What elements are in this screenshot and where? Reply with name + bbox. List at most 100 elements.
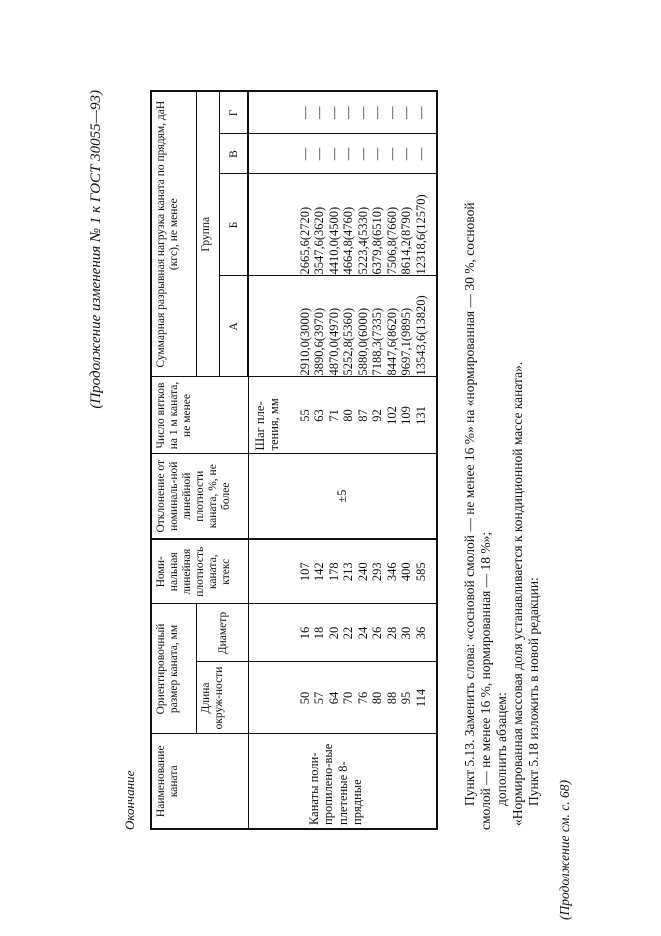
header-length: Длина окруж-ности bbox=[196, 662, 248, 734]
empty-cell bbox=[248, 538, 298, 604]
empty-cell bbox=[248, 662, 298, 734]
paragraph: Пункт 5.13. Заменить слова: «сосновой см… bbox=[462, 202, 477, 806]
load-a-cell: 7188,3(7335) bbox=[370, 275, 385, 377]
empty-cell bbox=[428, 173, 437, 276]
load-g-cell: — bbox=[384, 90, 399, 134]
empty-cell bbox=[248, 603, 298, 662]
load-a-cell: 2910,0(3000) bbox=[297, 275, 312, 377]
diameter-cell: 16 bbox=[297, 603, 312, 662]
load-v-cell: — bbox=[355, 133, 370, 174]
length-cell: 64 bbox=[326, 662, 341, 734]
length-cell: 114 bbox=[413, 662, 428, 734]
diameter-cell: 30 bbox=[399, 603, 414, 662]
length-cell: 70 bbox=[341, 662, 356, 734]
density-cell: 107 bbox=[297, 538, 312, 604]
length-cell: 80 bbox=[370, 662, 385, 734]
load-b-cell: 5223,4(5330) bbox=[355, 173, 370, 276]
load-v-cell: — bbox=[297, 133, 312, 174]
load-v-cell: — bbox=[326, 133, 341, 174]
header-load: Суммарная разрывная нагрузка каната по п… bbox=[151, 90, 196, 377]
length-cell: 76 bbox=[355, 662, 370, 734]
density-cell: 400 bbox=[399, 538, 414, 604]
header-group-g: Г bbox=[219, 90, 248, 134]
load-b-cell: 6379,8(6510) bbox=[370, 173, 385, 276]
density-cell: 240 bbox=[355, 538, 370, 604]
load-g-cell: — bbox=[399, 90, 414, 134]
header-deviation: Отклонение от номиналь-ной линейной плот… bbox=[151, 453, 248, 539]
load-b-cell: 2665,6(2720) bbox=[297, 173, 312, 276]
pitch-label: Шаг пле-тения, мм bbox=[248, 376, 298, 454]
diameter-cell: 28 bbox=[384, 603, 399, 662]
load-v-cell: — bbox=[312, 133, 327, 174]
density-cell: 142 bbox=[312, 538, 327, 604]
load-v-cell: — bbox=[413, 133, 428, 174]
load-b-cell: 4664,8(4760) bbox=[341, 173, 356, 276]
turns-cell: 80 bbox=[341, 376, 356, 454]
load-a-cell: 3890,6(3970) bbox=[312, 275, 327, 377]
load-g-cell: — bbox=[312, 90, 327, 134]
density-cell: 346 bbox=[384, 538, 399, 604]
load-v-cell: — bbox=[399, 133, 414, 174]
diameter-cell: 26 bbox=[370, 603, 385, 662]
load-b-cell: 3547,6(3620) bbox=[312, 173, 327, 276]
load-g-cell: — bbox=[370, 90, 385, 134]
header-group-v: В bbox=[219, 133, 248, 174]
header-density: Номи-нальная линейная плотность каната, … bbox=[151, 538, 248, 604]
turns-cell: 63 bbox=[312, 376, 327, 454]
header-group-b: Б bbox=[219, 173, 248, 276]
paragraph: смолой — не менее 16 %, нормированная — … bbox=[478, 531, 493, 830]
turns-cell: 109 bbox=[399, 376, 414, 454]
turns-cell: 87 bbox=[355, 376, 370, 454]
page-header: (Продолжение изменения № 1 к ГОСТ 30055—… bbox=[88, 90, 104, 409]
density-cell: 178 bbox=[326, 538, 341, 604]
empty-cell bbox=[248, 275, 298, 377]
empty-cell bbox=[248, 90, 298, 134]
load-b-cell: 4410,0(4500) bbox=[326, 173, 341, 276]
turns-cell: 92 bbox=[370, 376, 385, 454]
header-group: Группа bbox=[196, 90, 219, 377]
empty-cell bbox=[248, 173, 298, 276]
turns-cell: 55 bbox=[297, 376, 312, 454]
load-g-cell: — bbox=[341, 90, 356, 134]
empty-cell bbox=[428, 662, 437, 734]
diameter-cell: 18 bbox=[312, 603, 327, 662]
load-v-cell: — bbox=[341, 133, 356, 174]
load-a-cell: 4870,0(4970) bbox=[326, 275, 341, 377]
load-g-cell: — bbox=[355, 90, 370, 134]
page-footer: (Продолжение см. с. 68) bbox=[557, 780, 572, 920]
empty-cell bbox=[428, 90, 437, 134]
empty-cell bbox=[248, 133, 298, 174]
empty-cell bbox=[428, 538, 437, 604]
header-size: Ориентировочный размер каната, мм bbox=[151, 603, 196, 734]
load-b-cell: 8614,2(8790) bbox=[399, 173, 414, 276]
turns-cell: 102 bbox=[384, 376, 399, 454]
rope-name-cell: Канаты поли-пропилено-вые плетеные 8-пря… bbox=[248, 734, 437, 829]
diameter-cell: 20 bbox=[326, 603, 341, 662]
header-group-a: А bbox=[219, 275, 248, 377]
density-cell: 213 bbox=[341, 538, 356, 604]
turns-cell: 131 bbox=[413, 376, 428, 454]
deviation-cell: ±5 bbox=[248, 453, 437, 539]
header-diameter: Диаметр bbox=[196, 603, 248, 662]
rope-table: Наименование каната Ориентировочный разм… bbox=[150, 89, 438, 830]
length-cell: 88 bbox=[384, 662, 399, 734]
load-b-cell: 12318,6(12570) bbox=[413, 173, 428, 276]
load-b-cell: 7506,8(7660) bbox=[384, 173, 399, 276]
load-a-cell: 13543,6(13820) bbox=[413, 275, 428, 377]
load-a-cell: 5880,0(6000) bbox=[355, 275, 370, 377]
paragraph: «Нормированная массовая доля устанавлива… bbox=[510, 361, 525, 826]
paragraph: Пункт 5.18 изложить в новой редакции: bbox=[526, 577, 541, 806]
length-cell: 57 bbox=[312, 662, 327, 734]
load-v-cell: — bbox=[384, 133, 399, 174]
load-v-cell: — bbox=[370, 133, 385, 174]
diameter-cell: 24 bbox=[355, 603, 370, 662]
density-cell: 293 bbox=[370, 538, 385, 604]
density-cell: 585 bbox=[413, 538, 428, 604]
table-continuation-label: Окончание bbox=[122, 770, 137, 830]
header-name: Наименование каната bbox=[151, 734, 248, 829]
empty-cell bbox=[428, 275, 437, 377]
load-a-cell: 8447,6(8620) bbox=[384, 275, 399, 377]
empty-cell bbox=[428, 376, 437, 454]
table-body: Канаты поли-пропилено-вые плетеные 8-пря… bbox=[248, 90, 437, 829]
